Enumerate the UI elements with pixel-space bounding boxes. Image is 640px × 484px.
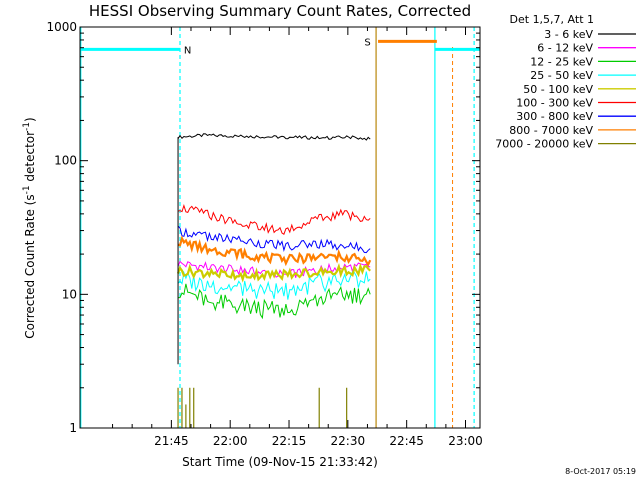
plot-area: NS [80,27,480,428]
legend-label: 7000 - 20000 keV [495,138,593,151]
x-tick-label: 22:15 [272,434,307,448]
legend-label: 12 - 25 keV [530,55,593,68]
annotation-label: N [184,45,191,56]
y-axis: 1 10 100 1000 [46,20,480,435]
x-axis-label: Start Time (09-Nov-15 21:33:42) [182,455,378,469]
y-tick-label: 10 [62,287,77,301]
y-axis-label-part: Corrected Count Rate (s [23,194,37,338]
legend-label: 100 - 300 keV [516,97,593,110]
chart-title: HESSI Observing Summary Count Rates, Cor… [89,2,471,20]
y-tick-label: 100 [54,154,77,168]
annotation-label: S [364,37,370,48]
legend-label: 3 - 6 keV [544,28,593,41]
x-tick-label: 22:00 [213,434,248,448]
y-axis-label-sup: -1 [22,122,32,131]
legend-title: Det 1,5,7, Att 1 [510,13,594,26]
series-line [176,262,371,283]
series-line [177,235,372,267]
y-axis-label-part: ) [23,117,37,122]
legend-label: 50 - 100 keV [523,83,593,96]
x-tick-label: 22:30 [331,434,366,448]
legend-label: 6 - 12 keV [537,42,593,55]
x-tick-label: 22:45 [389,434,424,448]
series-line [177,225,371,254]
legend-label: 25 - 50 keV [530,69,593,82]
timestamp-stamp: 8-Oct-2017 05:19 [565,467,636,476]
legend-label: 800 - 7000 keV [509,124,593,137]
x-axis: 21:45 22:00 22:15 22:30 22:45 23:00 [112,27,483,448]
legend-label: 300 - 800 keV [516,110,593,123]
y-axis-label-sup: -1 [22,185,32,194]
x-tick-label: 21:45 [154,434,189,448]
y-tick-label: 1 [69,421,77,435]
x-tick-label: 23:00 [448,434,483,448]
y-tick-label: 1000 [46,20,77,34]
y-axis-label: Corrected Count Rate (s-1 detector-1) [22,117,37,338]
series-line [177,203,371,235]
series-line [177,270,371,300]
series-line [177,133,371,141]
plot-frame [79,26,481,429]
series-line [178,283,371,320]
y-axis-label-part: detector [23,131,37,186]
